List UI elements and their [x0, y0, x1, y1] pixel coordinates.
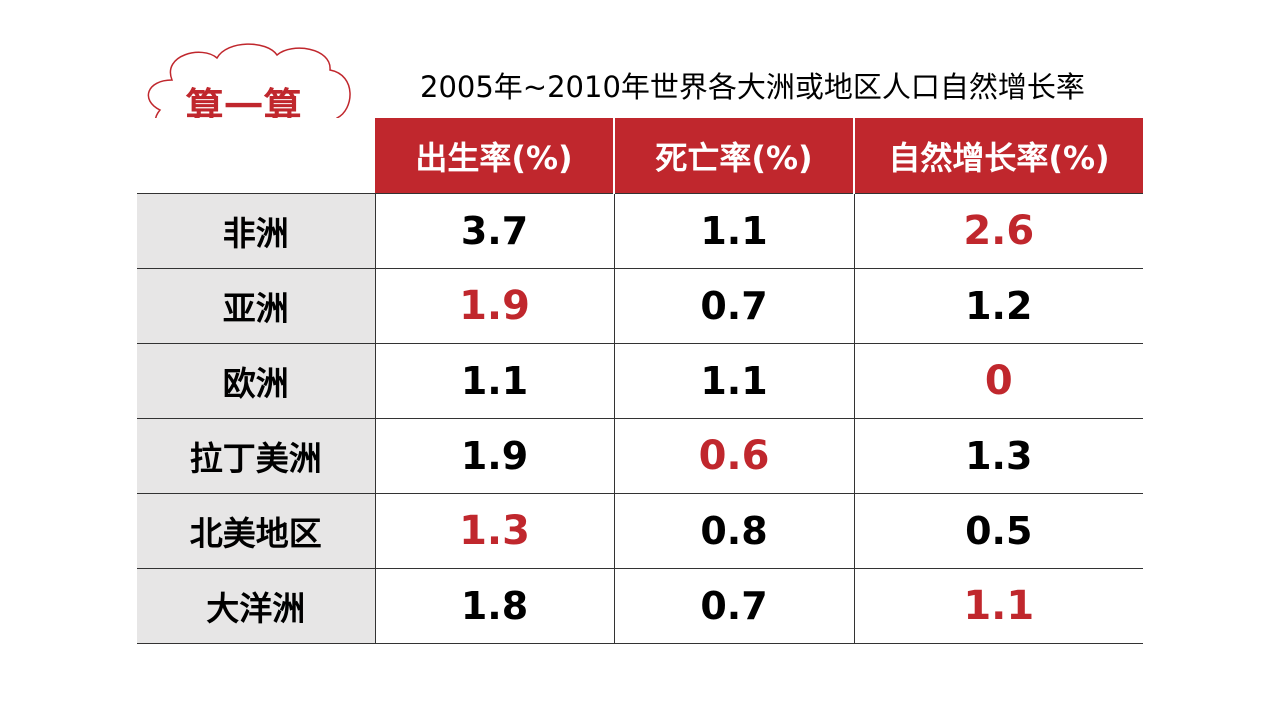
- table-row: 北美地区 1.3 0.8 0.5: [137, 493, 1143, 569]
- table-row: 欧洲 1.1 1.1 0: [137, 343, 1143, 419]
- row-header-region: 北美地区: [137, 493, 376, 569]
- column-header-death-rate: 死亡率(%): [614, 118, 855, 194]
- page-title: 2005年~2010年世界各大洲或地区人口自然增长率: [420, 70, 1085, 104]
- table-cell: 1.1: [614, 193, 855, 269]
- table-cell: 1.1: [614, 343, 855, 419]
- column-header-natural-growth-rate: 自然增长率(%): [854, 118, 1143, 194]
- table-cell: 0.6: [614, 418, 855, 494]
- table-row: 亚洲 1.9 0.7 1.2: [137, 268, 1143, 344]
- row-header-region: 欧洲: [137, 343, 376, 419]
- table-cell: 0.7: [614, 268, 855, 344]
- table-cell: 3.7: [375, 193, 615, 269]
- table-cell: 0.7: [614, 568, 855, 644]
- table-cell: 2.6: [854, 193, 1143, 269]
- table-row: 大洋洲 1.8 0.7 1.1: [137, 568, 1143, 644]
- row-header-region: 亚洲: [137, 268, 376, 344]
- row-header-region: 非洲: [137, 193, 376, 269]
- table-cell: 0.8: [614, 493, 855, 569]
- table-cell: 1.1: [854, 568, 1143, 644]
- table-header-row: 出生率(%) 死亡率(%) 自然增长率(%): [137, 118, 1143, 194]
- table-cell: 1.8: [375, 568, 615, 644]
- table-corner-cell: [137, 118, 375, 194]
- table-cell: 1.3: [854, 418, 1143, 494]
- table-cell: 1.3: [375, 493, 615, 569]
- table-row: 拉丁美洲 1.9 0.6 1.3: [137, 418, 1143, 494]
- row-header-region: 大洋洲: [137, 568, 376, 644]
- column-header-birth-rate: 出生率(%): [375, 118, 615, 194]
- table-cell: 1.9: [375, 418, 615, 494]
- table-cell: 0: [854, 343, 1143, 419]
- table-cell: 1.9: [375, 268, 615, 344]
- population-table: 出生率(%) 死亡率(%) 自然增长率(%) 非洲 3.7 1.1 2.6 亚洲 1.9 0…: [137, 118, 1143, 644]
- table-cell: 0.5: [854, 493, 1143, 569]
- table-row: 非洲 3.7 1.1 2.6: [137, 193, 1143, 269]
- row-header-region: 拉丁美洲: [137, 418, 376, 494]
- table-cell: 1.1: [375, 343, 615, 419]
- table-cell: 1.2: [854, 268, 1143, 344]
